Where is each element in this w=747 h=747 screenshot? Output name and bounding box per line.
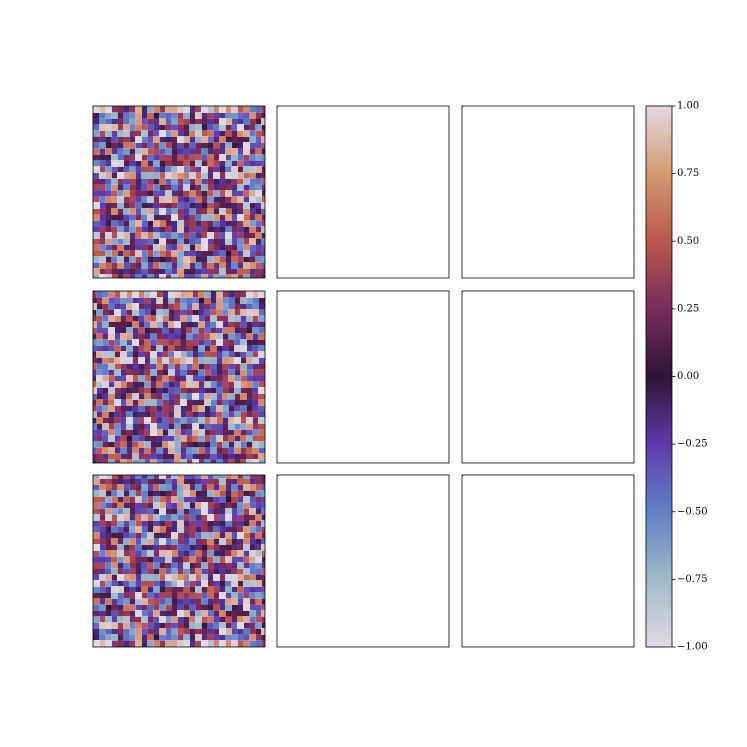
field-panel [277,475,449,647]
tick-label: 0.25 [677,303,699,314]
field-panel [462,106,634,278]
field-panel [93,475,265,647]
panel-frame [276,105,450,279]
field-panel [277,291,449,463]
field-panel [93,291,265,463]
panel-frame [92,105,266,279]
panel-frame [461,105,635,279]
tick-label: −0.50 [677,506,708,517]
field-panel [462,475,634,647]
field-panel [277,106,449,278]
tick-label: 0.75 [677,168,699,179]
tick-label: −1.00 [677,642,708,653]
field-panel [462,291,634,463]
colorbar: −1.00 −0.75 −0.50 −0.25 0.00 0.25 0.50 0.75 1.00 [645,101,708,653]
tick-label: −0.25 [677,439,708,450]
tick-label: 1.00 [677,101,699,112]
colorbar-scale [645,105,673,648]
panel-frame [461,474,635,648]
panel-frame [276,290,450,464]
panel-frame [461,290,635,464]
panels [92,105,635,648]
panel-frame [276,474,450,648]
panel-frame [92,474,266,648]
tick-label: −0.75 [677,574,708,585]
panel-frame [92,290,266,464]
tick-label: 0.00 [677,371,699,382]
field-panel [93,106,265,278]
tick-label: 0.50 [677,236,699,247]
